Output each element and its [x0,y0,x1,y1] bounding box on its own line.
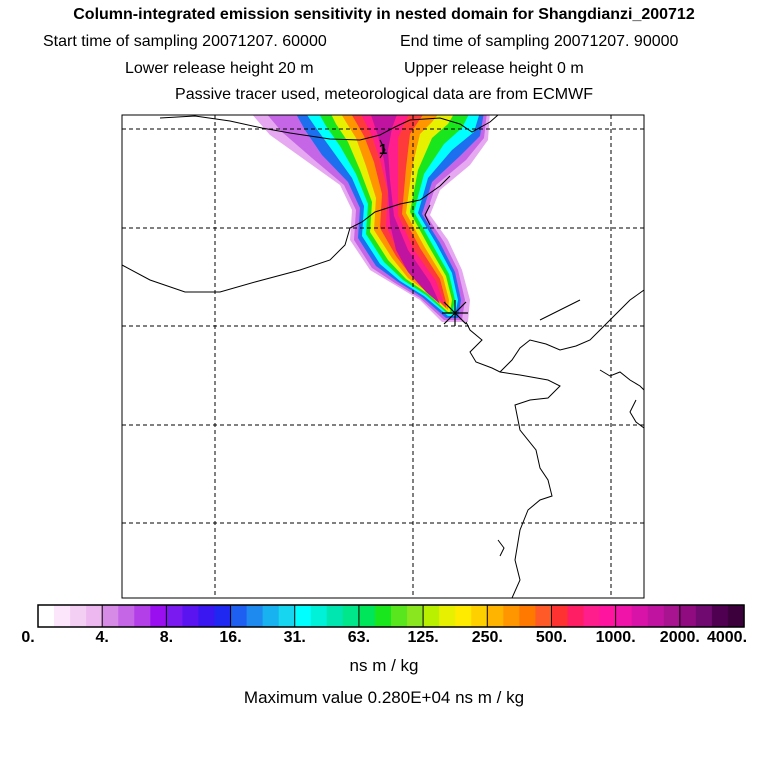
colorbar-cell [230,605,248,627]
colorbar-cell [551,605,569,627]
colorbar-tick-label: 0. [21,629,35,646]
plume-layer [252,115,490,322]
maximum-value: Maximum value 0.280E+04 ns m / kg [243,688,525,707]
colorbar-cell [342,605,360,627]
colorbar-cell [663,605,681,627]
colorbar-cell [455,605,472,627]
colorbar-cell [631,605,649,627]
colorbar-cell [102,605,119,627]
colorbar-cell [567,605,585,627]
colorbar-units: ns m / kg [349,656,419,675]
tracer-info: Passive tracer used, meteorological data… [175,86,593,103]
plume-band-magenta [361,115,444,304]
sampling-end-time: End time of sampling 20071207. 90000 [400,33,679,50]
colorbar-cell [519,605,537,627]
colorbar-tick-label: 1000. [595,629,636,646]
colorbar-cell [326,605,344,627]
colorbar-cell [471,605,488,627]
plume-band-red [351,115,446,308]
colorbar-labels: 0. 4. 8. 16. 31. 63. 125. 250. 500. 1000. 2000. 400… [0,629,768,651]
upper-release-height: Upper release height 0 m [404,60,584,77]
figure-title: Column-integrated emission sensitivity i… [73,6,695,23]
colorbar-tick-label: 2000. [659,629,700,646]
colorbar-cell [423,605,440,627]
colorbar-cell [503,605,520,627]
station-marker [442,300,468,326]
colorbar-cell [294,605,312,627]
colorbar-cell [407,605,424,627]
colorbar-cell [391,605,408,627]
colorbar-cell [246,605,264,627]
colorbar-cell [599,605,617,627]
map-frame [121,114,645,599]
colorbar-cell [182,605,200,627]
lower-release-height: Lower release height 20 m [125,60,314,77]
colorbar-cell [278,605,296,627]
colorbar-cell [615,605,633,627]
colorbar-cell [86,605,103,627]
colorbar-tick-label: 63. [347,629,371,646]
colorbar-tick-label: 500. [535,629,568,646]
colorbar-tick-label: 16. [219,629,242,646]
colorbar-tick-label: 125. [407,629,439,646]
colorbar-cell [583,605,601,627]
colorbar-cell [439,605,456,627]
colorbar-cell [150,605,167,627]
colorbar-cell [727,605,745,627]
colorbar-cell [374,605,392,627]
colorbar-cell [214,605,232,627]
colorbar-cells [38,605,745,627]
colorbar-cell [38,605,55,627]
colorbar-cell [535,605,553,627]
colorbar-cell [70,605,87,627]
colorbar-cell [487,605,504,627]
colorbar-cell [118,605,135,627]
colorbar-cell [679,605,697,627]
colorbar-cell [310,605,328,627]
colorbar-tick-label: 250. [471,629,503,646]
colorbar-dividers [101,605,681,627]
colorbar-cell [711,605,729,627]
plume-core-dark [371,115,440,304]
coastlines [122,115,644,598]
colorbar-cell [695,605,713,627]
colorbar-cell [262,605,280,627]
colorbar-tick-label: 8. [159,629,174,646]
colorbar-cell [54,605,71,627]
colorbar-cell [358,605,376,627]
colorbar-tick-label: 31. [283,629,306,646]
colorbar-tick-label: 4. [95,629,109,646]
colorbar-tick-label: 4000. [706,629,748,646]
colorbar-cell [647,605,665,627]
sampling-start-time: Start time of sampling 20071207. 60000 [43,33,327,50]
colorbar-cell [166,605,184,627]
colorbar-cell [198,605,216,627]
station-label: 1 [379,141,387,158]
colorbar-frame [37,604,745,628]
map-gridlines [122,115,644,598]
colorbar-cell [134,605,151,627]
